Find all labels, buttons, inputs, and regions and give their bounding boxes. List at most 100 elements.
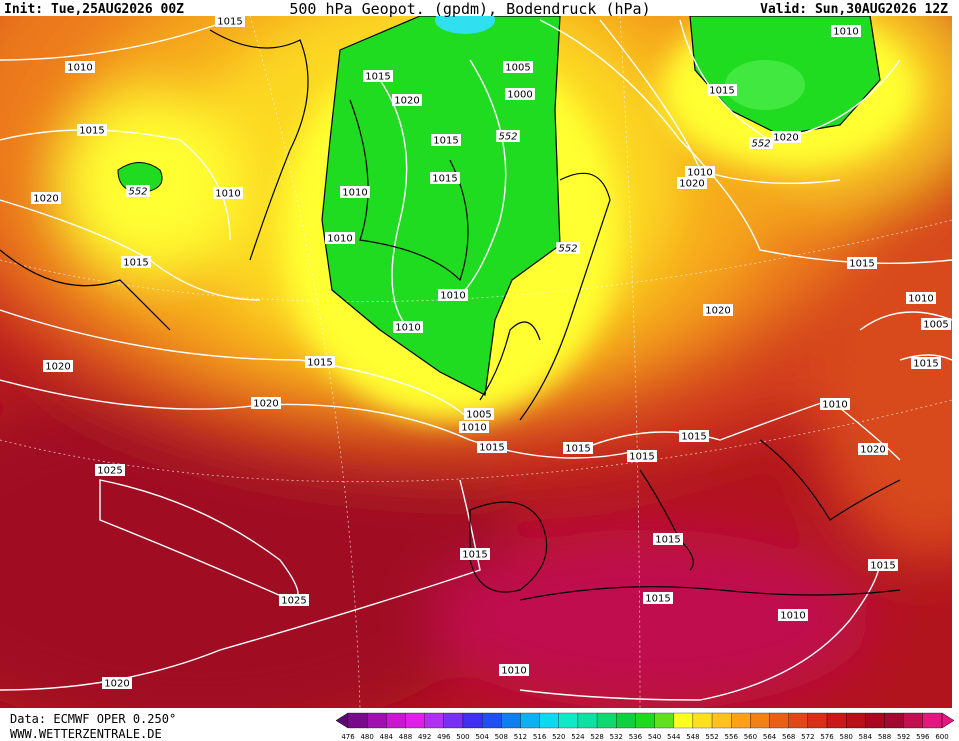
isobar-label: 1010 — [908, 294, 933, 305]
isobar-label: 1025 — [97, 466, 122, 477]
header-bar — [0, 0, 959, 16]
isobar-label: 552 — [751, 139, 770, 150]
isobar-label-box — [279, 594, 309, 606]
scale-cell — [367, 712, 387, 729]
isobar-label: 1015 — [913, 359, 938, 370]
isobar-label-box — [906, 292, 936, 304]
scale-cell — [826, 712, 847, 729]
scale-label: 572 — [801, 733, 814, 741]
scale-cell — [922, 712, 943, 729]
scale-label: 576 — [820, 733, 834, 741]
map-title: 500 hPa Geopot. (gpdm), Bodendruck (hPa) — [289, 0, 650, 18]
scale-cell — [750, 712, 770, 729]
isobar-label: 1020 — [860, 445, 885, 456]
isobar-label-box — [77, 124, 107, 136]
isobar-label-box — [921, 318, 951, 330]
scale-cell — [846, 712, 866, 729]
isobar-label-box — [251, 397, 281, 409]
isobar-label-box — [43, 360, 73, 372]
coastlines — [0, 29, 901, 601]
isobar-label: 552 — [558, 244, 577, 255]
isobar-label: 1015 — [123, 258, 148, 269]
scale-cell — [692, 712, 713, 729]
isobar-label: 1015 — [433, 136, 458, 147]
scale-cell — [884, 712, 904, 729]
scale-label: 476 — [341, 733, 355, 741]
scale-cell — [424, 712, 444, 729]
scale-label: 592 — [897, 733, 910, 741]
scale-label: 484 — [380, 733, 394, 741]
scale-label: 568 — [782, 733, 795, 741]
isobar-label-box — [685, 166, 715, 178]
isobar-label-box — [215, 15, 245, 27]
scale-cell — [596, 712, 617, 729]
scale-label: 504 — [475, 733, 489, 741]
scale-cell — [347, 712, 368, 729]
scale-cell — [865, 712, 885, 729]
isobar-label-box — [431, 134, 461, 146]
isobar-label-box — [126, 185, 150, 197]
isobar-label: 1000 — [507, 90, 532, 101]
website: WWW.WETTERZENTRALE.DE — [10, 727, 162, 741]
isobar-label: 1020 — [773, 133, 798, 144]
scale-label: 508 — [495, 733, 508, 741]
isobar-label: 1010 — [395, 323, 420, 334]
isobar-label: 1020 — [705, 306, 730, 317]
valid-time: Valid: Sun,30AUG2026 12Z — [760, 2, 948, 17]
isobar-label-box — [325, 232, 355, 244]
scale-label: 500 — [456, 733, 469, 741]
isobar-label-box — [653, 533, 683, 545]
isobar-label-box — [771, 131, 801, 143]
isobar-label-box — [868, 559, 898, 571]
isobar-label-box — [363, 70, 393, 82]
data-source: Data: ECMWF OPER 0.250° — [10, 712, 176, 726]
isobar-label: 1015 — [217, 17, 242, 28]
scale-cell — [616, 712, 636, 729]
isobar-label: 1015 — [629, 452, 654, 463]
isobar-label-box — [121, 256, 151, 268]
isobar-label-box — [464, 408, 494, 420]
scale-label: 524 — [571, 733, 585, 741]
isobar-label-box — [477, 441, 507, 453]
isobar-label-box — [643, 592, 673, 604]
isobar-label-box — [213, 187, 243, 199]
isobar-label-box — [503, 61, 533, 73]
isobar-label: 1025 — [281, 596, 306, 607]
isobar-label: 1020 — [33, 194, 58, 205]
isobar-label: 1010 — [780, 611, 805, 622]
isobar-label: 1015 — [462, 550, 487, 561]
isobar-label: 1010 — [461, 423, 486, 434]
isobar-label-box — [703, 304, 733, 316]
color-scale: 476 480 484 488 492 496 500 504 508 512 516 520 524 5… — [335, 712, 955, 741]
scale-label: 600 — [935, 733, 948, 741]
isobar-label-box — [438, 289, 468, 301]
scale-cell — [386, 712, 406, 729]
isobar-label-box — [749, 137, 773, 149]
scale-cell — [539, 712, 559, 729]
scale-label: 532 — [610, 733, 623, 741]
isobar-label-box — [340, 186, 370, 198]
isobar-label: 1010 — [833, 27, 858, 38]
isobar-label-box — [31, 192, 61, 204]
isobar-label: 1005 — [466, 410, 491, 421]
scale-label: 516 — [533, 733, 547, 741]
isobar-label: 1015 — [432, 174, 457, 185]
low-geopotential-area — [117, 162, 163, 193]
isobar-label: 1020 — [104, 679, 129, 690]
isobar-label: 1010 — [342, 188, 367, 199]
isobar-label-box — [707, 84, 737, 96]
scale-cell — [711, 712, 732, 729]
isobar-label: 1015 — [870, 561, 895, 572]
scale-label: 584 — [859, 733, 873, 741]
isobar-label-box — [496, 130, 520, 142]
isobar-label: 1005 — [505, 63, 530, 74]
isobar-label-box — [460, 548, 490, 560]
scale-cell — [405, 712, 425, 729]
isobar-label: 552 — [498, 132, 517, 143]
isobar-label: 1010 — [501, 666, 526, 677]
scale-label: 564 — [763, 733, 777, 741]
isobar-label-box — [505, 88, 535, 100]
scale-cell — [788, 712, 809, 729]
scale-arrow — [941, 712, 955, 729]
isobar-label-box — [847, 257, 877, 269]
